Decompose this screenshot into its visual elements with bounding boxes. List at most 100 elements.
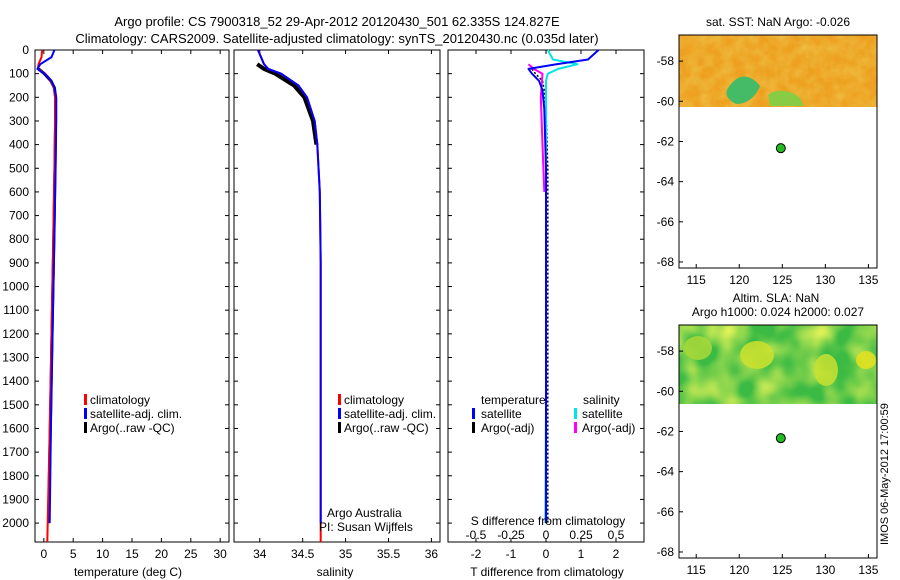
difference-series-sal-argo (527, 63, 546, 192)
sla-high-patch-c (684, 336, 712, 360)
legend-swatch-argo (84, 422, 87, 433)
legend-label-climatology: climatology (344, 393, 404, 407)
sla-field (679, 325, 877, 404)
sst-map-ytick-label: -60 (657, 94, 675, 108)
legend-label-temp-argo: Argo(-adj) (481, 421, 534, 435)
legend-title-temperature: temperature (481, 393, 546, 407)
sla-map-xtick-label: 135 (858, 563, 878, 577)
difference-panel: -2 -1 0 1 2 -0.5 -0.25 0 0.25 0.5 (447, 49, 645, 561)
temperature-legend: climatology satellite-adj. clim. Argo(..… (84, 393, 182, 435)
legend-label-argo: Argo(..raw -QC) (344, 421, 429, 435)
sst-map-xtick-label: 125 (772, 273, 792, 287)
sst-map-argo-position-marker (775, 143, 786, 154)
difference-series-temp-satellite (527, 49, 600, 524)
sst-map-ytick-label: -62 (657, 134, 675, 148)
legend-swatch-temp-satellite (472, 408, 475, 419)
figure-title-line1: Argo profile: CS 7900318_52 29-Apr-2012 … (114, 14, 560, 29)
sla-map-title-line1: Altim. SLA: NaN (733, 291, 820, 305)
legend-label-temp-satellite: satellite (481, 407, 522, 421)
sla-field-texture (679, 325, 877, 404)
salinity-series-climatology (257, 49, 322, 542)
temperature-series-satellite-adj (36, 49, 58, 524)
temperature-xtick-label: 30 (214, 547, 228, 561)
legend-label-sal-satellite: satellite (582, 407, 623, 421)
legend-swatch-sal-argo (574, 422, 577, 433)
salinity-xlabel: salinity (317, 565, 354, 579)
legend-title-salinity: salinity (583, 393, 620, 407)
salinity-xtick-label: 35.5 (377, 547, 401, 561)
temperature-ytick-label: 100 (9, 67, 29, 81)
sst-map-ytick-label: -58 (657, 54, 675, 68)
temperature-xtick-label: 15 (125, 547, 139, 561)
salinity-series-satellite-adj (257, 49, 322, 524)
salinity-series-argo (256, 62, 319, 145)
temperature-ytick-label: 400 (9, 138, 29, 152)
credit-line1: Argo Australia (327, 506, 402, 520)
legend-swatch-satellite-adj (84, 408, 87, 419)
sla-map-ytick-label: -64 (657, 465, 675, 479)
sla-map-xtick-label: 120 (729, 563, 749, 577)
legend-swatch-climatology (338, 394, 341, 405)
temperature-xtick-label: 20 (155, 547, 169, 561)
credit-line2: PI: Susan Wijffels (319, 520, 413, 534)
temperature-ytick-label: 800 (9, 232, 29, 246)
legend-swatch-satellite-adj (338, 408, 341, 419)
figure-title-line2: Climatology: CARS2009. Satellite-adjuste… (75, 31, 598, 46)
sla-map-argo-position-marker (775, 433, 786, 444)
legend-label-climatology: climatology (90, 393, 150, 407)
temperature-ytick-label: 2000 (2, 516, 29, 530)
legend-label-argo: Argo(..raw -QC) (90, 421, 175, 435)
sst-map-ytick-label: -68 (657, 255, 675, 269)
temperature-ytick-label: 1400 (2, 374, 29, 388)
salinity-xtick-label: 35 (339, 547, 353, 561)
temperature-ytick-label: 900 (9, 256, 29, 270)
sst-map-title: sat. SST: NaN Argo: -0.026 (706, 15, 850, 29)
temperature-ytick-label: 1000 (2, 280, 29, 294)
temperature-ytick-label: 1700 (2, 445, 29, 459)
temperature-ytick-label: 300 (9, 114, 29, 128)
difference-xtick-label: -2 (471, 547, 482, 561)
sst-map-ytick-label: -66 (657, 215, 675, 229)
legend-label-sal-argo: Argo(-adj) (582, 421, 635, 435)
difference-xtick-label: -1 (506, 547, 517, 561)
temperature-xtick-label: 5 (70, 547, 77, 561)
temperature-ytick-label: 1300 (2, 351, 29, 365)
difference-top-xtick-label: -0.5 (466, 528, 487, 542)
temperature-ytick-label: 600 (9, 185, 29, 199)
sst-map-xtick-label: 120 (729, 273, 749, 287)
sla-high-patch-d (856, 351, 876, 369)
sst-cold-patch (726, 76, 760, 104)
legend-swatch-sal-satellite (574, 408, 577, 419)
temperature-ytick-label: 1100 (3, 303, 29, 317)
sla-map-ytick-label: -58 (657, 344, 675, 358)
sla-map-ytick-label: -68 (657, 545, 675, 559)
difference-xlabel-bottom: T difference from climatology (470, 565, 624, 579)
temperature-xlabel: temperature (deg C) (74, 565, 182, 579)
sst-map-xtick-label: 130 (815, 273, 835, 287)
legend-swatch-argo (338, 422, 341, 433)
temperature-panel: 0100200300400500600700800900100011001200… (2, 43, 230, 561)
salinity-xtick-label: 36 (425, 547, 439, 561)
temperature-ytick-label: 500 (9, 161, 29, 175)
legend-swatch-temp-argo (472, 422, 475, 433)
temperature-ytick-label: 1800 (2, 469, 29, 483)
salinity-xtick-label: 34 (253, 547, 267, 561)
temperature-ytick-label: 1500 (2, 398, 29, 412)
temperature-xtick-label: 0 (40, 547, 47, 561)
sla-map-frame (678, 324, 878, 559)
sla-map-title-line2: Argo h1000: 0.024 h2000: 0.027 (692, 305, 864, 319)
difference-top-xtick-label: 0.5 (608, 528, 625, 542)
salinity-panel: 34 34.5 35 35.5 36 (233, 49, 441, 561)
sst-map-xtick-label: 135 (858, 273, 878, 287)
difference-top-xtick-label: -0.25 (497, 528, 525, 542)
difference-xtick-label: 2 (613, 547, 620, 561)
difference-series-sal-satellite (544, 49, 579, 524)
sst-map-xtick-label: 115 (687, 273, 706, 287)
difference-top-xtick-label: 0.25 (569, 528, 593, 542)
sla-high-patch-a (740, 341, 774, 369)
legend-label-satellite-adj: satellite-adj. clim. (90, 407, 182, 421)
salinity-axes-frame (233, 49, 441, 543)
temperature-xtick-label: 10 (96, 547, 110, 561)
temperature-axes-frame (34, 49, 230, 543)
